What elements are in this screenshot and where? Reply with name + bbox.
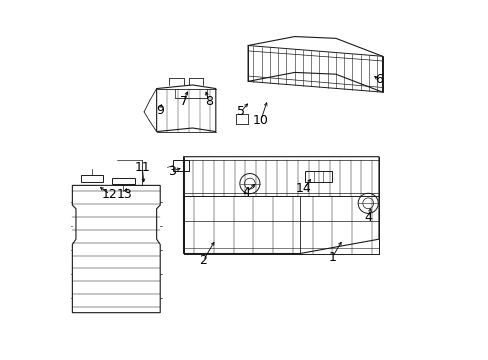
- Text: 3: 3: [168, 165, 176, 177]
- Text: 13: 13: [116, 188, 132, 201]
- Text: 10: 10: [252, 114, 268, 127]
- Text: 7: 7: [179, 95, 187, 108]
- Text: 11: 11: [134, 161, 150, 174]
- Text: 1: 1: [328, 251, 336, 264]
- Text: 6: 6: [374, 73, 382, 86]
- Text: 14: 14: [295, 183, 311, 195]
- Text: 8: 8: [204, 95, 212, 108]
- Text: 9: 9: [156, 104, 164, 117]
- Text: 4: 4: [242, 186, 250, 199]
- Text: 4: 4: [364, 211, 371, 224]
- Text: 12: 12: [102, 188, 118, 201]
- Text: 2: 2: [199, 254, 207, 267]
- Text: 5: 5: [236, 105, 244, 118]
